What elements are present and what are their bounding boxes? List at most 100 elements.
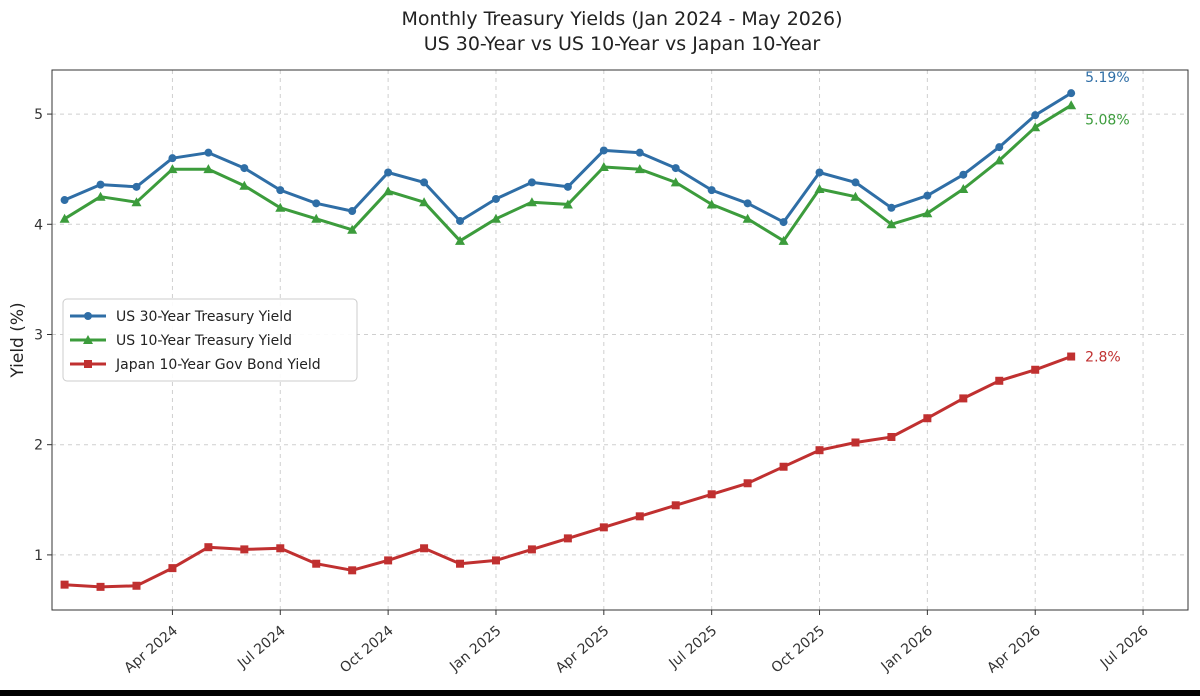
data-point [490, 213, 501, 223]
data-point [634, 164, 645, 174]
data-point [742, 213, 753, 223]
data-point [887, 432, 896, 441]
data-point [527, 178, 536, 187]
data-point [456, 559, 465, 568]
data-point [527, 545, 536, 554]
data-point [1066, 100, 1077, 110]
data-point [347, 224, 358, 234]
data-point [1031, 111, 1040, 120]
legend-item: US 30-Year Treasury Yield [70, 309, 292, 325]
data-point [276, 544, 285, 553]
data-point [131, 197, 142, 207]
data-point [59, 213, 70, 223]
data-point [778, 235, 789, 245]
data-point [958, 184, 969, 194]
y-tick-label: 2 [34, 438, 43, 454]
data-point [671, 501, 680, 510]
legend-marker [84, 360, 92, 368]
data-point [491, 194, 500, 203]
y-axis-ticks: 1 2 3 4 5 [34, 107, 52, 564]
data-point [419, 197, 430, 207]
data-point [563, 182, 572, 191]
data-point [815, 446, 824, 455]
data-point [562, 199, 573, 209]
data-point [95, 191, 106, 201]
data-point [887, 203, 896, 212]
data-point [132, 182, 141, 191]
data-point [384, 556, 393, 565]
data-point [1030, 122, 1041, 132]
y-axis-label: Yield (%) [8, 302, 28, 378]
data-point [886, 219, 897, 229]
data-point [923, 191, 932, 200]
data-point [670, 177, 681, 187]
data-point [60, 196, 69, 205]
legend-marker [84, 312, 92, 320]
data-point [348, 566, 357, 575]
end-labels: 5.19% 5.08% 2.8% [1085, 70, 1129, 365]
series-japan-10-year-gov-bond-yield [60, 352, 1076, 591]
data-point [598, 161, 609, 171]
data-point [203, 164, 214, 174]
data-point [348, 207, 357, 216]
data-point [743, 479, 752, 488]
data-point [168, 154, 177, 163]
data-point [635, 148, 644, 157]
data-point [240, 164, 249, 173]
data-point [994, 155, 1005, 165]
chart-subtitle: US 30-Year vs US 10-Year vs Japan 10-Yea… [424, 33, 821, 55]
y-tick-label: 4 [34, 217, 43, 233]
y-tick-label: 5 [34, 107, 43, 123]
data-point [815, 168, 824, 177]
end-value-label: 5.19% [1085, 70, 1129, 86]
legend-marker [83, 335, 93, 344]
data-point [563, 534, 572, 543]
grid-lines [52, 70, 1188, 610]
end-value-label: 5.08% [1085, 112, 1129, 128]
data-point [923, 414, 932, 423]
data-point [706, 199, 717, 209]
series-us-10-year-treasury-yield [59, 100, 1077, 245]
data-point [671, 164, 680, 173]
legend-box [62, 298, 358, 382]
data-point [851, 438, 860, 447]
data-point [959, 170, 968, 179]
legend: US 30-Year Treasury Yield US 10-Year Trea… [62, 298, 358, 382]
data-point [204, 543, 213, 552]
data-point [814, 184, 825, 194]
data-point [168, 564, 177, 573]
legend-label: US 30-Year Treasury Yield [116, 309, 292, 325]
y-tick-label: 3 [34, 327, 43, 343]
data-point [1067, 352, 1076, 361]
data-point [96, 582, 105, 591]
data-point [132, 581, 141, 590]
series-lines [59, 89, 1077, 591]
data-point [420, 544, 429, 553]
data-point [1067, 89, 1076, 98]
data-point [312, 199, 321, 208]
data-point [491, 556, 500, 565]
end-value-label: 2.8% [1085, 350, 1121, 366]
series-us-30-year-treasury-yield [60, 89, 1076, 227]
data-point [312, 559, 321, 568]
data-point [167, 164, 178, 174]
data-point [455, 235, 466, 245]
data-point [743, 199, 752, 208]
data-point [1031, 365, 1040, 374]
data-point [311, 213, 322, 223]
data-point [635, 512, 644, 521]
plot-area-frame [51, 69, 1189, 611]
data-point [707, 186, 716, 195]
data-point [96, 180, 105, 189]
data-point [779, 218, 788, 227]
data-point [420, 178, 429, 187]
data-point [922, 208, 933, 218]
data-point [779, 462, 788, 471]
data-point [239, 180, 250, 190]
data-point [995, 143, 1004, 152]
legend-label: Japan 10-Year Gov Bond Yield [115, 357, 321, 373]
data-point [240, 545, 249, 554]
data-point [276, 186, 285, 195]
